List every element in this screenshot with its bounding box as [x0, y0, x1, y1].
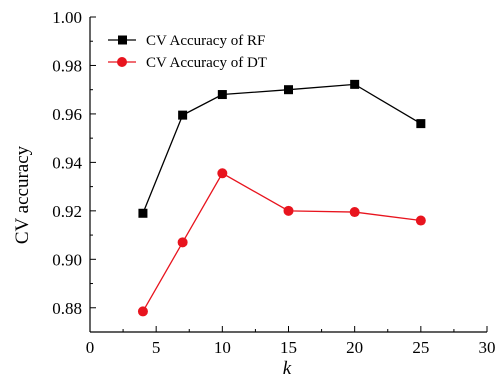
y-axis-label: CV accuracy [12, 145, 33, 244]
legend-marker [118, 35, 127, 45]
y-tick-label: 1.00 [52, 8, 82, 27]
data-point [349, 207, 360, 218]
series-1 [138, 79, 426, 218]
x-tick-label: 20 [346, 338, 363, 357]
series-line [142, 172, 421, 312]
data-point [416, 119, 426, 129]
legend-marker [117, 57, 127, 67]
x-tick-label: 10 [214, 338, 231, 357]
y-tick-label: 0.90 [52, 250, 82, 269]
legend-label: CV Accuracy of DT [146, 55, 267, 71]
legend: CV Accuracy of RF CV Accuracy of DT [108, 33, 267, 71]
data-point [138, 208, 148, 218]
x-tick-label: 25 [412, 338, 429, 357]
data-point [415, 215, 426, 226]
y-tick-label: 0.94 [52, 153, 82, 172]
data-point [177, 237, 188, 248]
data-point [217, 168, 228, 179]
series-line [142, 83, 422, 214]
series-2 [137, 168, 426, 317]
data-point [283, 205, 294, 216]
data-point [350, 79, 360, 89]
x-axis-label: k [283, 358, 292, 378]
data-point [217, 90, 227, 100]
data-point [284, 85, 293, 95]
data-point [178, 110, 188, 120]
legend-item-1: CV Accuracy of RF [108, 33, 265, 49]
y-tick-label: 0.98 [52, 56, 82, 75]
x-tick-label: 30 [479, 338, 496, 357]
data-point [137, 306, 148, 317]
y-tick-label: 0.96 [52, 105, 82, 124]
axis-labels: CV accuracy k [12, 145, 292, 378]
axes: 0 5 10 15 20 25 30 0.88 0.90 0.92 0.94 0.96 0.98 1.00 [52, 8, 495, 357]
y-tick-label: 0.92 [52, 202, 82, 221]
series-group [137, 79, 426, 317]
legend-item-2: CV Accuracy of DT [108, 55, 267, 71]
x-tick-label: 15 [280, 338, 297, 357]
y-tick-label: 0.88 [52, 299, 82, 318]
x-tick-label: 0 [86, 338, 95, 357]
x-tick-label: 5 [152, 338, 161, 357]
legend-label: CV Accuracy of RF [146, 33, 265, 49]
